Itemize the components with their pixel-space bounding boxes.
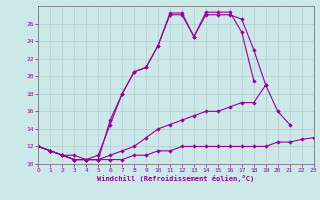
X-axis label: Windchill (Refroidissement éolien,°C): Windchill (Refroidissement éolien,°C) [97, 175, 255, 182]
